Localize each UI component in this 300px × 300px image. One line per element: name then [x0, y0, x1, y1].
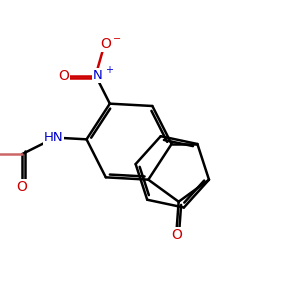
Text: O: O: [101, 37, 112, 51]
Text: O: O: [58, 69, 69, 82]
Text: O: O: [16, 179, 28, 194]
Text: HN: HN: [44, 131, 63, 144]
Text: −: −: [113, 34, 121, 44]
Text: O: O: [171, 228, 182, 242]
Text: +: +: [105, 65, 113, 75]
Text: N: N: [93, 69, 103, 82]
